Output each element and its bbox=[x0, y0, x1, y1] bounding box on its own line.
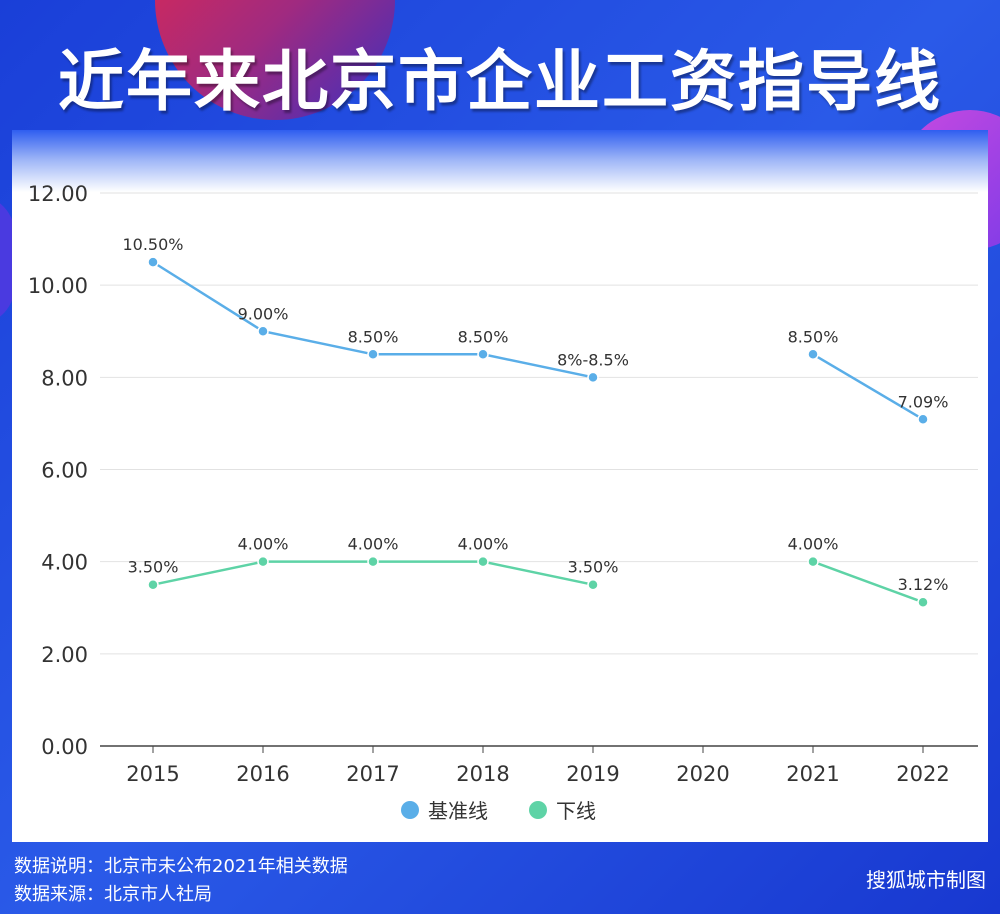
series-line-0 bbox=[152, 261, 594, 379]
data-label: 9.00% bbox=[238, 304, 289, 323]
legend-label: 基准线 bbox=[428, 799, 488, 823]
data-label: 10.50% bbox=[122, 235, 183, 254]
data-label: 4.00% bbox=[348, 535, 399, 554]
data-label: 7.09% bbox=[898, 392, 949, 411]
chart-panel bbox=[12, 130, 988, 842]
legend-label: 下线 bbox=[556, 799, 596, 823]
y-tick-label: 2.00 bbox=[41, 643, 88, 667]
x-tick-label: 2016 bbox=[236, 762, 289, 786]
data-label: 4.00% bbox=[238, 535, 289, 554]
data-point bbox=[587, 578, 599, 591]
data-point bbox=[147, 578, 159, 591]
data-label: 8.50% bbox=[348, 327, 399, 346]
data-label: 8.50% bbox=[458, 327, 509, 346]
data-point bbox=[477, 348, 489, 361]
data-note: 数据说明：北京市未公布2021年相关数据 bbox=[14, 856, 348, 877]
data-label: 8.50% bbox=[788, 327, 839, 346]
data-label: 8%-8.5% bbox=[557, 350, 629, 369]
data-point bbox=[477, 555, 489, 568]
series-line-0 bbox=[812, 353, 924, 421]
x-tick-label: 2021 bbox=[786, 762, 839, 786]
data-label: 3.12% bbox=[898, 575, 949, 594]
legend-marker bbox=[529, 801, 547, 819]
x-tick-label: 2019 bbox=[566, 762, 619, 786]
credit: 搜狐城市制图 bbox=[866, 868, 986, 892]
data-label: 3.50% bbox=[568, 558, 619, 577]
data-point bbox=[147, 256, 159, 268]
data-point bbox=[917, 596, 929, 608]
data-label: 3.50% bbox=[128, 558, 179, 577]
data-label: 4.00% bbox=[788, 535, 839, 554]
x-tick-label: 2017 bbox=[346, 762, 399, 786]
x-tick-label: 2020 bbox=[676, 762, 729, 786]
y-tick-label: 8.00 bbox=[41, 366, 88, 390]
data-point bbox=[587, 371, 599, 384]
x-tick-label: 2018 bbox=[456, 762, 509, 786]
data-point bbox=[807, 348, 819, 361]
y-tick-label: 4.00 bbox=[41, 551, 88, 575]
data-point bbox=[367, 348, 379, 361]
x-tick-label: 2015 bbox=[126, 762, 179, 786]
page-title: 近年来北京市企业工资指导线 bbox=[58, 43, 942, 120]
y-tick-label: 6.00 bbox=[41, 459, 88, 483]
y-tick-label: 0.00 bbox=[41, 735, 88, 759]
legend-marker bbox=[401, 801, 419, 819]
y-tick-label: 10.00 bbox=[28, 274, 88, 298]
data-point bbox=[807, 555, 819, 568]
data-label: 4.00% bbox=[458, 535, 509, 554]
data-source: 数据来源：北京市人社局 bbox=[14, 884, 212, 905]
data-point bbox=[257, 325, 269, 337]
series-line-1 bbox=[812, 560, 924, 604]
y-tick-label: 12.00 bbox=[28, 182, 88, 206]
x-tick-label: 2022 bbox=[896, 762, 949, 786]
data-point bbox=[917, 413, 929, 426]
data-point bbox=[367, 555, 379, 568]
data-point bbox=[257, 555, 269, 568]
